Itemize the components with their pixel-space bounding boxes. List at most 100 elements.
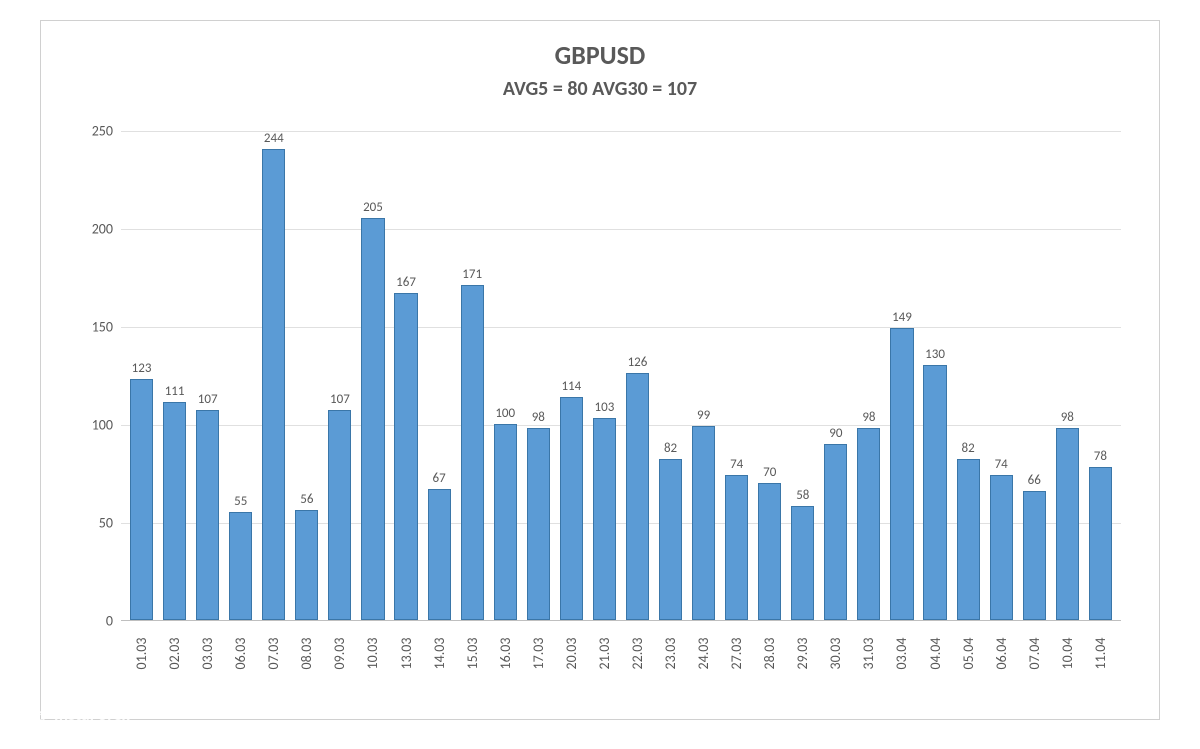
bar-wrap: 98 (522, 131, 555, 620)
x-tick-label: 24.03 (695, 637, 712, 670)
bar (957, 459, 980, 620)
bar (196, 410, 219, 620)
bar-value-label: 98 (862, 410, 875, 425)
bar-value-label: 100 (495, 406, 515, 421)
bar-wrap: 66 (1018, 131, 1051, 620)
bar-wrap: 171 (456, 131, 489, 620)
bar-value-label: 66 (1028, 473, 1041, 488)
x-tick-label: 10.04 (1059, 637, 1076, 670)
bar (923, 365, 946, 620)
bar (725, 475, 748, 620)
bar-value-label: 123 (132, 361, 152, 376)
bar-value-label: 114 (561, 379, 581, 394)
bar-value-label: 90 (829, 426, 842, 441)
x-tick-label: 21.03 (596, 637, 613, 670)
x-tick-label: 04.04 (927, 637, 944, 670)
x-tick-label: 06.03 (232, 637, 249, 670)
bar-wrap: 90 (819, 131, 852, 620)
bar (626, 373, 649, 620)
bar (461, 285, 484, 620)
x-tick-label: 01.03 (133, 637, 150, 670)
x-axis-labels: 01.0302.0303.0306.0307.0308.0309.0310.03… (121, 623, 1121, 662)
bar-series: 1231111075524456107205167671711009811410… (121, 131, 1121, 620)
y-tick-label: 100 (81, 417, 113, 434)
bar-wrap: 167 (390, 131, 423, 620)
bar-value-label: 98 (1061, 410, 1074, 425)
x-tick-label: 30.03 (827, 637, 844, 670)
bar-wrap: 70 (753, 131, 786, 620)
bar (824, 444, 847, 620)
y-tick-label: 250 (81, 123, 113, 140)
bar-value-label: 99 (697, 408, 710, 423)
x-tick-label: 22.03 (629, 637, 646, 670)
bar-value-label: 107 (330, 392, 350, 407)
bar-wrap: 130 (919, 131, 952, 620)
bar-wrap: 149 (885, 131, 918, 620)
bar (130, 379, 153, 620)
bar-value-label: 78 (1094, 449, 1107, 464)
x-tick-label: 14.03 (431, 637, 448, 670)
chart-title: GBPUSD (41, 21, 1159, 71)
x-tick-label: 03.03 (199, 637, 216, 670)
bar (361, 218, 384, 620)
bar-wrap: 99 (687, 131, 720, 620)
x-tick-label: 10.03 (364, 637, 381, 670)
x-tick-label: 13.03 (398, 637, 415, 670)
bar-value-label: 103 (595, 400, 615, 415)
bar (593, 418, 616, 620)
bar-value-label: 205 (363, 200, 383, 215)
chart-subtitle: AVG5 = 80 AVG30 = 107 (41, 71, 1159, 101)
bar-value-label: 167 (396, 275, 416, 290)
x-tick-label: 27.03 (728, 637, 745, 670)
bar-value-label: 56 (300, 492, 313, 507)
x-tick-label: 17.03 (530, 637, 547, 670)
x-tick-label: 05.04 (960, 637, 977, 670)
bar (229, 512, 252, 620)
x-tick-label: 07.04 (1026, 637, 1043, 670)
bar-wrap: 78 (1084, 131, 1117, 620)
y-tick-label: 0 (81, 613, 113, 630)
bar (295, 510, 318, 620)
bar (692, 426, 715, 620)
bar-wrap: 107 (323, 131, 356, 620)
bar-value-label: 74 (995, 457, 1008, 472)
bar-wrap: 98 (852, 131, 885, 620)
bar (758, 483, 781, 620)
x-tick-label: 07.03 (265, 637, 282, 670)
x-tick-label: 15.03 (464, 637, 481, 670)
chart-container: GBPUSD AVG5 = 80 AVG30 = 107 05010015020… (40, 20, 1160, 720)
bar (791, 506, 814, 620)
plot-area: 050100150200250 123111107552445610720516… (121, 131, 1121, 621)
bar (990, 475, 1013, 620)
bar (262, 149, 285, 620)
bar-wrap: 103 (588, 131, 621, 620)
watermark-sub: Instant Forex Trading (54, 725, 130, 735)
bar (328, 410, 351, 620)
bar-value-label: 70 (763, 465, 776, 480)
bar-value-label: 55 (234, 494, 247, 509)
bar-wrap: 58 (786, 131, 819, 620)
bar-wrap: 55 (224, 131, 257, 620)
bar-wrap: 82 (654, 131, 687, 620)
bar-value-label: 67 (433, 471, 446, 486)
bar-value-label: 244 (264, 131, 284, 146)
bar-value-label: 126 (628, 355, 648, 370)
bar (394, 293, 417, 620)
bar-value-label: 82 (664, 441, 677, 456)
bar-wrap: 126 (621, 131, 654, 620)
bar-value-label: 74 (730, 457, 743, 472)
y-tick-label: 200 (81, 221, 113, 238)
x-tick-label: 31.03 (860, 637, 877, 670)
x-tick-label: 23.03 (662, 637, 679, 670)
bar-value-label: 82 (962, 441, 975, 456)
bar (890, 328, 913, 620)
bar-wrap: 111 (158, 131, 191, 620)
x-tick-label: 16.03 (497, 637, 514, 670)
watermark: InstaForex Instant Forex Trading (20, 704, 130, 735)
x-tick-label: 09.03 (331, 637, 348, 670)
x-tick-label: 29.03 (794, 637, 811, 670)
bar-wrap: 74 (720, 131, 753, 620)
bar-wrap: 123 (125, 131, 158, 620)
x-tick-label: 08.03 (298, 637, 315, 670)
bar-wrap: 205 (356, 131, 389, 620)
